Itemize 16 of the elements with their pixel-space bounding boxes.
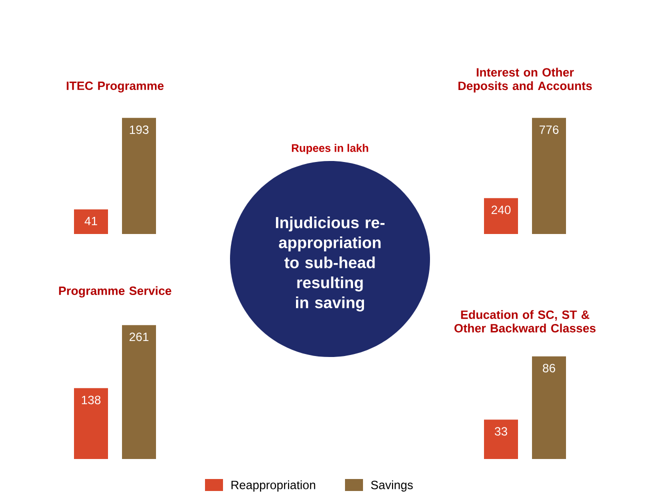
data-label: 33 bbox=[494, 427, 508, 436]
data-label: 193 bbox=[130, 125, 148, 134]
legend-label: Savings bbox=[371, 480, 413, 492]
data-label: 86 bbox=[542, 364, 556, 372]
chart-title: ITEC Programme bbox=[66, 82, 164, 92]
text: Injudicious re-appropriation to sub-head resulting in saving bbox=[276, 216, 384, 312]
chart-title: Education of SC, ST & Other Backward Classes bbox=[454, 310, 596, 332]
data-label: 41 bbox=[84, 216, 98, 226]
chart-title: Programme Service bbox=[59, 286, 172, 298]
data-label: 261 bbox=[130, 332, 148, 342]
data-label: 240 bbox=[492, 206, 511, 214]
data-label: 138 bbox=[82, 396, 100, 404]
data-label: 776 bbox=[540, 125, 558, 134]
text: Rupees in lakh bbox=[292, 144, 368, 154]
legend-label: Reappropriation bbox=[232, 480, 316, 492]
chart-title: Interest on Other Deposits and Accounts bbox=[458, 68, 592, 92]
